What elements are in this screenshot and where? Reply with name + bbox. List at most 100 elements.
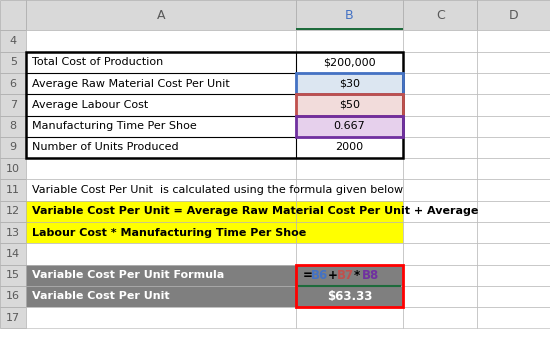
Bar <box>26 222 296 243</box>
Bar <box>26 73 296 94</box>
Bar <box>26 201 296 222</box>
Bar <box>296 158 403 179</box>
Text: B6: B6 <box>311 269 328 282</box>
Text: Variable Cost Per Unit  is calculated using the formula given below: Variable Cost Per Unit is calculated usi… <box>32 185 403 195</box>
Bar <box>296 116 403 137</box>
Bar <box>403 243 477 265</box>
Text: 16: 16 <box>6 291 20 302</box>
Bar <box>403 201 477 222</box>
Text: $50: $50 <box>339 100 360 110</box>
Bar <box>296 73 403 94</box>
Bar <box>0 222 26 243</box>
Text: =: = <box>302 269 312 282</box>
Bar <box>477 307 550 328</box>
Text: Average Raw Material Cost Per Unit: Average Raw Material Cost Per Unit <box>32 79 230 89</box>
Bar <box>403 52 477 73</box>
Text: Variable Cost Per Unit: Variable Cost Per Unit <box>32 291 169 302</box>
Text: 0.667: 0.667 <box>334 121 365 131</box>
Bar <box>477 243 550 265</box>
Bar <box>296 94 403 116</box>
Bar <box>26 116 296 137</box>
Text: Manufacturing Time Per Shoe: Manufacturing Time Per Shoe <box>32 121 197 131</box>
Bar <box>477 0 550 30</box>
Bar <box>26 52 296 73</box>
Bar <box>296 52 403 73</box>
Bar <box>0 137 26 158</box>
Bar <box>0 265 26 286</box>
Text: Variable Cost Per Unit Formula: Variable Cost Per Unit Formula <box>32 270 224 280</box>
Text: Number of Units Produced: Number of Units Produced <box>32 142 179 153</box>
Bar <box>296 179 403 201</box>
Bar <box>477 158 550 179</box>
Bar <box>477 179 550 201</box>
Bar <box>403 116 477 137</box>
Bar <box>296 73 403 94</box>
Bar <box>26 52 403 158</box>
Text: 12: 12 <box>6 206 20 216</box>
Bar <box>26 307 296 328</box>
Bar <box>26 179 296 201</box>
Bar <box>403 265 477 286</box>
Bar <box>296 201 403 222</box>
Bar <box>0 52 26 73</box>
Bar <box>403 30 477 52</box>
Bar <box>296 265 403 307</box>
Text: 8: 8 <box>10 121 16 131</box>
Bar <box>26 243 296 265</box>
Text: 7: 7 <box>10 100 16 110</box>
Text: B7: B7 <box>337 269 354 282</box>
Bar <box>0 116 26 137</box>
Bar <box>477 30 550 52</box>
Bar <box>0 179 26 201</box>
Bar <box>26 158 296 179</box>
Text: 5: 5 <box>10 57 16 67</box>
Bar <box>0 201 26 222</box>
Bar <box>0 94 26 116</box>
Text: $30: $30 <box>339 79 360 89</box>
Text: $63.33: $63.33 <box>327 290 372 303</box>
Bar <box>0 0 26 30</box>
Text: Average Labour Cost: Average Labour Cost <box>32 100 148 110</box>
Bar <box>26 0 296 30</box>
Bar <box>26 94 296 116</box>
Bar <box>296 243 403 265</box>
Bar <box>477 222 550 243</box>
Text: +: + <box>328 269 338 282</box>
Bar <box>0 286 26 307</box>
Text: B8: B8 <box>362 269 380 282</box>
Text: *: * <box>354 269 360 282</box>
Text: 6: 6 <box>10 79 16 89</box>
Bar <box>477 73 550 94</box>
Bar <box>403 222 477 243</box>
Text: 13: 13 <box>6 228 20 238</box>
Text: $200,000: $200,000 <box>323 57 376 67</box>
Bar <box>477 286 550 307</box>
Bar <box>0 307 26 328</box>
Bar <box>403 307 477 328</box>
Bar <box>296 265 403 286</box>
Bar <box>26 265 296 286</box>
Bar <box>296 307 403 328</box>
Text: 11: 11 <box>6 185 20 195</box>
Bar <box>296 30 403 52</box>
Bar <box>296 28 403 30</box>
Bar <box>296 116 403 137</box>
Bar <box>403 158 477 179</box>
Bar <box>296 286 403 307</box>
Text: B: B <box>345 9 354 22</box>
Bar <box>403 137 477 158</box>
Text: Labour Cost * Manufacturing Time Per Shoe: Labour Cost * Manufacturing Time Per Sho… <box>32 228 306 238</box>
Bar <box>477 265 550 286</box>
Bar <box>403 94 477 116</box>
Bar <box>477 94 550 116</box>
Text: C: C <box>436 9 444 22</box>
Text: 10: 10 <box>6 164 20 174</box>
Bar <box>477 137 550 158</box>
Text: Variable Cost Per Unit = Average Raw Material Cost Per Unit + Average: Variable Cost Per Unit = Average Raw Mat… <box>32 206 478 216</box>
Bar <box>296 94 403 116</box>
Bar <box>0 243 26 265</box>
Text: D: D <box>509 9 519 22</box>
Bar <box>0 30 26 52</box>
Text: 15: 15 <box>6 270 20 280</box>
Text: 4: 4 <box>10 36 16 46</box>
